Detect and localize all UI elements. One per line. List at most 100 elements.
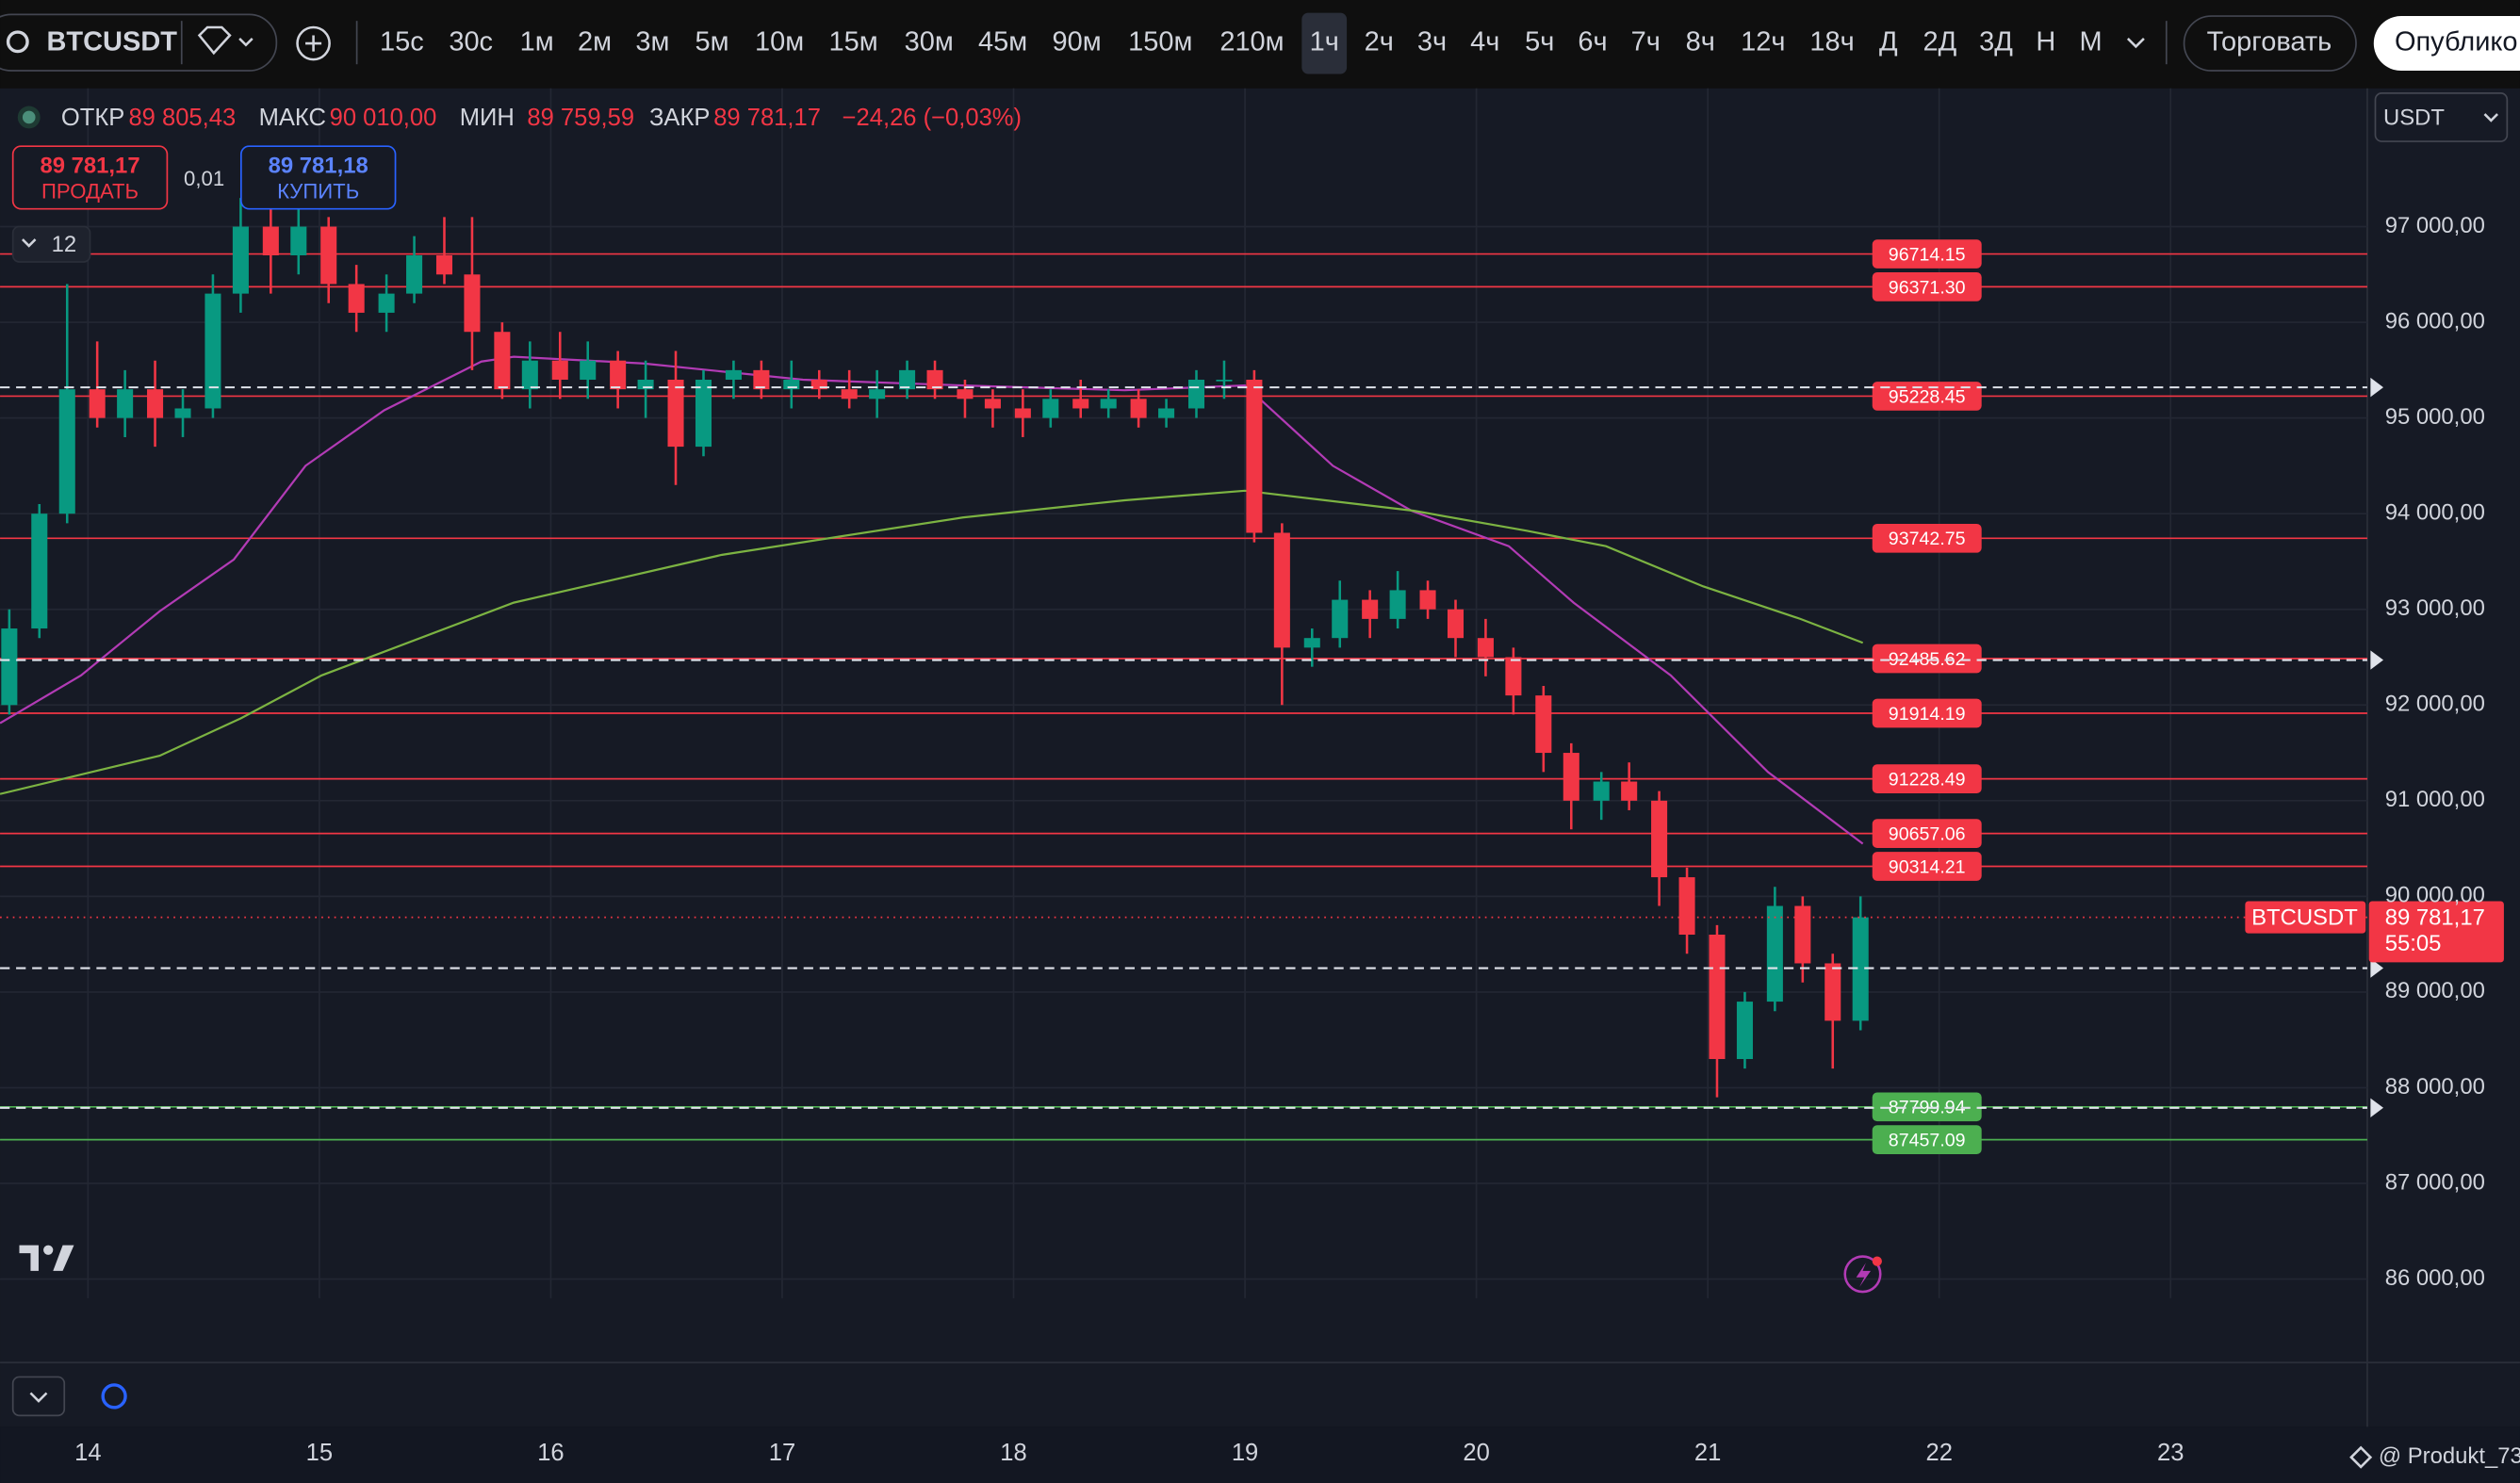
diamond-icon[interactable] bbox=[197, 25, 232, 56]
price-level-tag bbox=[1872, 852, 1982, 881]
logo-part bbox=[43, 1245, 54, 1255]
interval[interactable]: 5м bbox=[695, 27, 728, 57]
candle-body bbox=[725, 369, 742, 381]
x-tick-label: 23 bbox=[2157, 1440, 2184, 1466]
trade-button[interactable] bbox=[2183, 15, 2357, 72]
symbol[interactable]: BTCUSDT bbox=[46, 27, 177, 57]
indicators-count[interactable]: 12 bbox=[52, 232, 77, 257]
interval[interactable]: М bbox=[2080, 27, 2103, 57]
interval[interactable]: 2ч bbox=[1365, 27, 1394, 57]
interval[interactable]: 10м bbox=[755, 27, 804, 57]
watermark: @ Produkt_73 bbox=[2379, 1443, 2520, 1469]
y-tick-label: 91 000,00 bbox=[2385, 787, 2485, 812]
interval[interactable]: 3м bbox=[635, 27, 669, 57]
interval[interactable]: 15с bbox=[380, 27, 424, 57]
interval[interactable]: 6ч bbox=[1578, 27, 1607, 57]
candle-body bbox=[1651, 800, 1668, 878]
candle-body bbox=[1158, 408, 1175, 418]
symbol-search[interactable] bbox=[0, 13, 278, 72]
interval[interactable]: 30с bbox=[449, 27, 493, 57]
interval[interactable]: 7ч bbox=[1631, 27, 1661, 57]
interval[interactable]: 1м bbox=[520, 27, 554, 57]
interval[interactable]: 12ч bbox=[1741, 27, 1785, 57]
candle-body bbox=[695, 380, 712, 448]
currency-select: USDT bbox=[2374, 92, 2509, 142]
interval[interactable]: 5ч bbox=[1525, 27, 1554, 57]
price-level-tag bbox=[1872, 523, 1982, 553]
candle-body bbox=[637, 380, 654, 390]
candle-body bbox=[320, 226, 337, 285]
price-level-tag bbox=[1872, 382, 1982, 411]
interval[interactable]: 210м bbox=[1219, 27, 1284, 57]
trade-button-label[interactable]: Торговать bbox=[2207, 27, 2332, 57]
candle-body bbox=[926, 369, 943, 390]
candle-body bbox=[174, 408, 191, 418]
plot bbox=[1, 198, 1869, 1098]
alert-icon[interactable] bbox=[1843, 1255, 1882, 1294]
price-level-label: 87799.94 bbox=[1889, 1098, 1966, 1118]
symbol-tag-label: BTCUSDT bbox=[2251, 905, 2358, 931]
buy-price[interactable]: 89 781,18 bbox=[269, 154, 368, 179]
interval[interactable]: 18ч bbox=[1809, 27, 1854, 57]
interval[interactable]: 15м bbox=[828, 27, 877, 57]
selected-interval bbox=[1301, 12, 1348, 74]
candle-body bbox=[1, 628, 18, 706]
candle-body bbox=[1072, 399, 1089, 409]
buy-button[interactable] bbox=[239, 145, 397, 210]
candle-body bbox=[406, 254, 423, 294]
buy-label[interactable]: КУПИТЬ bbox=[277, 179, 359, 203]
y-tick-label: 95 000,00 bbox=[2385, 404, 2485, 430]
y-tick-label: 96 000,00 bbox=[2385, 308, 2485, 334]
y-tick-label: 87 000,00 bbox=[2385, 1169, 2485, 1195]
candle-body bbox=[1362, 599, 1379, 619]
interval[interactable]: Д bbox=[1879, 27, 1898, 57]
interval[interactable]: 30м bbox=[905, 27, 954, 57]
low-label: МИН bbox=[460, 105, 515, 131]
publish-button[interactable] bbox=[2373, 16, 2520, 72]
candle-body bbox=[1332, 599, 1349, 639]
chart-pane bbox=[0, 88, 2520, 1427]
interval[interactable]: 4ч bbox=[1470, 27, 1499, 57]
interval[interactable]: 2м bbox=[578, 27, 612, 57]
publish-button-label[interactable]: Опублико bbox=[2395, 27, 2518, 57]
candle-body bbox=[1216, 380, 1233, 382]
candle-body bbox=[1273, 532, 1290, 648]
x-tick-label: 15 bbox=[306, 1440, 333, 1466]
price-level-label: 90657.06 bbox=[1889, 824, 1966, 845]
y-tick-label: 88 000,00 bbox=[2385, 1074, 2485, 1100]
candle-body bbox=[869, 389, 886, 399]
interval[interactable]: 3Д bbox=[1979, 27, 2013, 57]
watermark-icon bbox=[2349, 1445, 2373, 1469]
refresh-icon[interactable] bbox=[101, 1383, 127, 1410]
candle-body bbox=[378, 293, 395, 313]
candle-body bbox=[580, 360, 597, 381]
price-level-tag bbox=[1872, 1125, 1982, 1154]
toolbar: BTCUSDT 15с 30с 1м 2м 3м 5м 10м 15м 30м 45м 90м 150… bbox=[0, 12, 2520, 74]
interval[interactable]: 90м bbox=[1053, 27, 1102, 57]
collapse-button[interactable] bbox=[11, 1376, 66, 1417]
sell-price[interactable]: 89 781,17 bbox=[40, 154, 139, 179]
legend: ОТКР 89 805,43 МАКС 90 010,00 МИН 89 759… bbox=[17, 105, 1022, 131]
candle-body bbox=[1593, 781, 1610, 801]
indicators-toggle[interactable] bbox=[11, 225, 91, 263]
sell-button[interactable] bbox=[11, 145, 169, 210]
currency-box[interactable] bbox=[2374, 92, 2509, 142]
interval[interactable]: 1ч bbox=[1310, 27, 1339, 57]
y-tick-label: 89 000,00 bbox=[2385, 978, 2485, 1003]
add-button[interactable] bbox=[296, 25, 331, 61]
currency[interactable]: USDT bbox=[2383, 106, 2445, 131]
spread: 0,01 bbox=[184, 167, 224, 190]
high-label: МАКС bbox=[259, 105, 326, 131]
interval[interactable]: 3ч bbox=[1417, 27, 1447, 57]
symbol-tag bbox=[2245, 901, 2366, 934]
interval[interactable]: 150м bbox=[1128, 27, 1192, 57]
interval[interactable]: 8ч bbox=[1686, 27, 1715, 57]
more-intervals[interactable] bbox=[2126, 38, 2145, 49]
interval[interactable]: Н bbox=[2036, 27, 2055, 57]
interval[interactable]: 2Д bbox=[1923, 27, 1956, 57]
interval[interactable]: 45м bbox=[978, 27, 1027, 57]
candle-body bbox=[117, 389, 134, 418]
sell-label[interactable]: ПРОДАТЬ bbox=[41, 179, 139, 203]
price-level-label: 91914.19 bbox=[1889, 704, 1966, 725]
candle-body bbox=[1447, 609, 1465, 639]
